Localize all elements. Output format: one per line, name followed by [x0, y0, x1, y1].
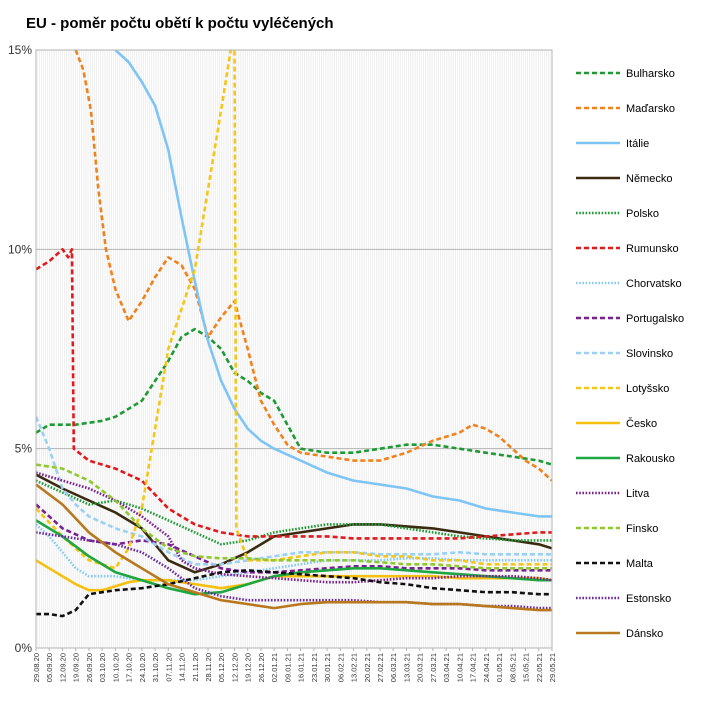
- x-tick-label: 24.04.21: [482, 653, 491, 682]
- series-line-nemecko: [36, 473, 552, 574]
- x-tick-label: 13.02.21: [350, 653, 359, 682]
- legend-label-chorvatsko: Chorvatsko: [626, 278, 682, 290]
- x-tick-label: 24.10.20: [138, 653, 147, 682]
- x-tick-label: 12.12.20: [230, 653, 239, 682]
- grid: [35, 49, 553, 649]
- x-tick-label: 07.11.20: [164, 653, 173, 682]
- x-tick-label: 29.08.20: [32, 653, 41, 682]
- legend-label-cesko: Česko: [626, 417, 657, 430]
- x-tick-label: 08.05.21: [508, 653, 517, 682]
- x-tick-label: 10.10.20: [111, 653, 120, 682]
- x-tick-label: 09.01.21: [283, 653, 292, 682]
- legend-label-malta: Malta: [626, 558, 654, 570]
- x-tick-label: 19.09.20: [72, 653, 81, 682]
- legend-label-lotyssko: Lotyšsko: [626, 383, 669, 395]
- series-line-portugalsko: [36, 503, 552, 574]
- x-tick-label: 17.10.20: [125, 653, 134, 682]
- x-tick-label: 15.05.21: [522, 653, 531, 682]
- legend: Bulharsko Maďarsko Itálie Německo Polsko Rumu…: [576, 68, 684, 640]
- x-tick-label: 05.09.20: [45, 653, 54, 682]
- x-tick-label: 13.03.21: [402, 653, 411, 682]
- x-tick-label: 22.05.21: [535, 653, 544, 682]
- legend-label-litva: Litva: [626, 488, 650, 500]
- series-line-rumunsko: [36, 248, 552, 540]
- x-tick-label: 06.02.21: [336, 653, 345, 682]
- series-line-chorvatsko: [36, 523, 552, 582]
- legend-label-bulharsko: Bulharsko: [626, 68, 675, 80]
- x-tick-label: 06.03.21: [389, 653, 398, 682]
- series-line-italie: [114, 50, 552, 518]
- x-tick-label: 02.01.21: [270, 653, 279, 682]
- legend-label-dansko: Dánsko: [626, 628, 663, 640]
- x-tick-label: 27.02.21: [376, 653, 385, 682]
- x-tick-label: 10.04.21: [455, 653, 464, 682]
- legend-label-italie: Itálie: [626, 138, 649, 150]
- plot-frame: [35, 49, 553, 649]
- series-line-bulharsko: [36, 327, 552, 466]
- x-tick-label: 27.03.21: [429, 653, 438, 682]
- legend-label-nemecko: Německo: [626, 173, 672, 185]
- x-tick-label: 19.12.20: [244, 653, 253, 682]
- y-tick-label: 10%: [8, 242, 32, 256]
- x-tick-label: 29.05.21: [548, 653, 557, 682]
- x-tick-label: 21.11.20: [191, 653, 200, 682]
- x-tick-label: 14.11.20: [178, 653, 187, 682]
- x-tick-label: 17.04.21: [469, 653, 478, 682]
- series-line-dansko: [36, 483, 552, 612]
- legend-label-finsko: Finsko: [626, 523, 658, 535]
- legend-label-rakousko: Rakousko: [626, 453, 675, 465]
- legend-label-estonsko: Estonsko: [626, 593, 671, 605]
- x-tick-label: 28.11.20: [204, 653, 213, 682]
- x-tick-label: 20.02.21: [363, 653, 372, 682]
- x-tick-label: 20.03.21: [416, 653, 425, 682]
- x-tick-label: 23.01.21: [310, 653, 319, 682]
- x-tick-label: 01.05.21: [495, 653, 504, 682]
- legend-label-madarsko: Maďarsko: [626, 103, 675, 115]
- series-line-litva: [36, 471, 552, 584]
- y-tick-label: 0%: [15, 641, 33, 655]
- x-tick-label: 26.12.20: [257, 653, 266, 682]
- legend-label-slovinsko: Slovinsko: [626, 348, 673, 360]
- x-tick-label: 03.04.21: [442, 653, 451, 682]
- series-layer: [36, 50, 552, 618]
- series-line-slovinsko: [36, 416, 552, 566]
- series-line-lotyssko: [36, 50, 552, 570]
- y-tick-label: 5%: [15, 442, 33, 456]
- legend-label-portugalsko: Portugalsko: [626, 313, 684, 325]
- series-line-malta: [36, 568, 552, 618]
- legend-label-rumunsko: Rumunsko: [626, 243, 679, 255]
- x-tick-label: 26.09.20: [85, 653, 94, 682]
- y-tick-label: 15%: [8, 43, 32, 57]
- axes: 0% 5% 10% 15% 29.08.20 05.09.20 12.09.20 19.09.…: [8, 43, 557, 682]
- chart-title: EU - poměr počtu obětí k počtu vyléčenýc…: [26, 15, 334, 32]
- x-tick-label: 05.12.20: [217, 653, 226, 682]
- x-tick-label: 30.01.21: [323, 653, 332, 682]
- series-line-madarsko: [74, 50, 552, 482]
- x-tick-label: 12.09.20: [58, 653, 67, 682]
- x-tick-label: 03.10.20: [98, 653, 107, 682]
- x-tick-label: 16.01.21: [297, 653, 306, 682]
- x-tick-label: 31.10.20: [151, 653, 160, 682]
- legend-label-polsko: Polsko: [626, 208, 659, 220]
